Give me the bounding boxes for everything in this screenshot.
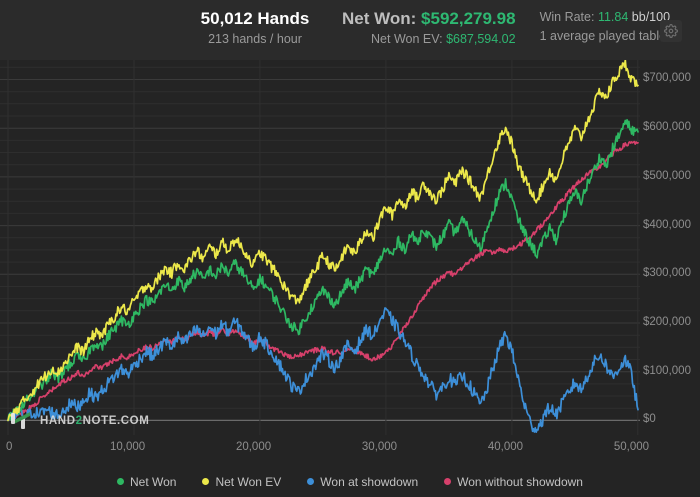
y-axis-tick-label: $300,000 <box>643 267 691 280</box>
y-axis-tick-label: $600,000 <box>643 121 691 134</box>
watermark: HAND2NOTE.COM <box>8 409 149 433</box>
stats-summary: 50,012 Hands 213 hands / hour Net Won: $… <box>190 8 673 49</box>
series-line <box>7 60 639 422</box>
hands-summary: 50,012 Hands 213 hands / hour <box>190 8 320 49</box>
y-axis-tick-label: $0 <box>643 413 656 426</box>
x-axis-tick-label: 20,000 <box>235 441 272 453</box>
net-won-ev-row: Net Won EV: $687,594.02 <box>371 30 516 49</box>
net-won-ev-label: Net Won EV: <box>371 32 443 46</box>
net-won-ev-value: $687,594.02 <box>446 32 516 46</box>
y-axis-tick-label: $500,000 <box>643 169 691 182</box>
watermark-part1: HAND <box>40 415 76 427</box>
stats-header: 50,012 Hands 213 hands / hour Net Won: $… <box>0 0 700 60</box>
hand2note-logo-icon <box>11 412 30 429</box>
x-axis-tick-label: 50,000 <box>613 441 650 453</box>
legend-label: Net Won <box>130 474 177 489</box>
legend-item[interactable]: Net Won EV <box>202 475 281 489</box>
hands-count: 50,012 Hands <box>200 9 310 28</box>
x-axis-tick-label: 10,000 <box>109 441 146 453</box>
legend-color-dot <box>307 478 315 485</box>
legend-color-dot <box>117 478 124 485</box>
net-won-value: $592,279.98 <box>421 9 516 28</box>
legend-label: Net Won EV <box>215 474 282 489</box>
legend-color-dot <box>202 478 210 485</box>
net-won-summary: Net Won: $592,279.98 Net Won EV: $687,59… <box>342 8 516 49</box>
y-axis-tick-label: $100,000 <box>643 364 691 377</box>
win-rate-summary: Win Rate: 11.84 bb/100 1 average played … <box>540 8 673 46</box>
legend-label: Won without showdown <box>457 474 583 489</box>
settings-button[interactable] <box>660 20 682 42</box>
watermark-part2: 2 <box>75 415 83 427</box>
y-axis-tick-label: $400,000 <box>643 218 691 231</box>
watermark-part3: NOTE.COM <box>82 415 150 427</box>
y-axis-tick-label: $700,000 <box>643 72 691 85</box>
net-won-label: Net Won: <box>342 9 417 28</box>
chart-svg <box>0 60 640 435</box>
chart-plot-area <box>0 60 700 435</box>
win-rate-label: Win Rate: <box>539 10 595 24</box>
legend-color-dot <box>444 478 452 485</box>
x-axis-tick-label: 40,000 <box>487 441 524 453</box>
hands-per-hour: 213 hands / hour <box>208 32 302 46</box>
win-rate-row: Win Rate: 11.84 bb/100 <box>540 8 670 27</box>
series-line <box>7 118 639 422</box>
legend-label: Won at showdown <box>320 474 419 489</box>
x-axis-tick-label: 30,000 <box>361 441 398 453</box>
legend-item[interactable]: Won at showdown <box>307 475 418 489</box>
series-line <box>7 307 639 434</box>
legend-item[interactable]: Net Won <box>117 475 176 489</box>
net-won-row: Net Won: $592,279.98 <box>342 8 516 30</box>
chart-legend: Net Won Net Won EV Won at showdown Won with… <box>0 466 700 497</box>
y-axis-tick-label: $200,000 <box>643 315 691 328</box>
gear-icon <box>664 24 678 38</box>
legend-item[interactable]: Won without showdown <box>444 475 583 489</box>
avg-tables: 1 average played tables <box>539 29 673 43</box>
win-rate-value: 11.84 <box>597 10 629 24</box>
watermark-text: HAND2NOTE.COM <box>40 415 149 427</box>
x-axis-tick-label: 0 <box>6 441 13 453</box>
